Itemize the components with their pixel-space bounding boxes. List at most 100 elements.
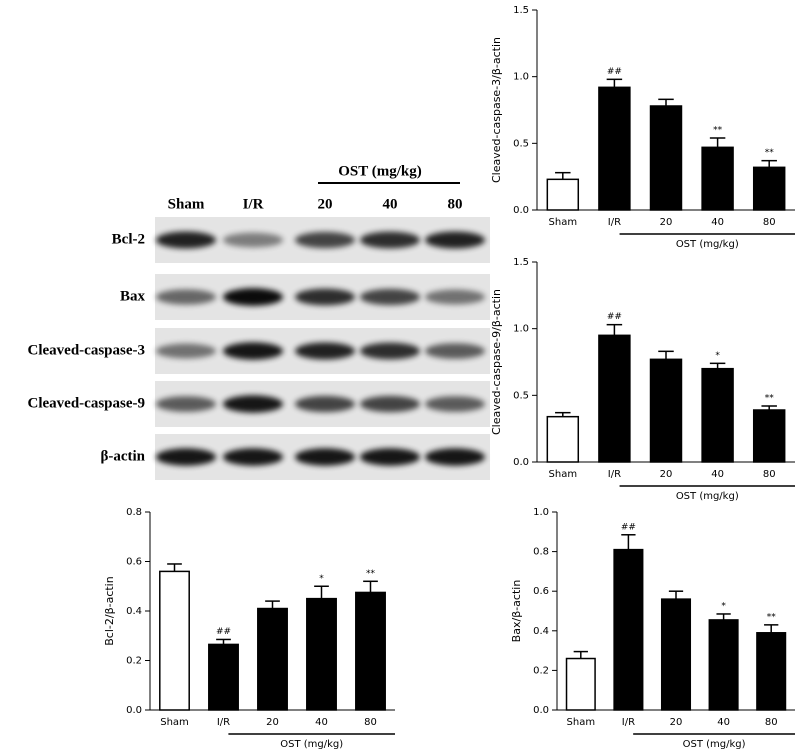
band <box>295 231 355 249</box>
significance-mark: ** <box>765 394 775 404</box>
bar <box>257 607 288 711</box>
y-axis-label: Cleaved-caspase-3/β-actin <box>490 37 503 183</box>
lane-label: 40 <box>383 196 398 212</box>
bar <box>306 597 337 711</box>
band <box>156 396 216 412</box>
y-axis-label: Bax/β-actin <box>510 580 523 643</box>
bar-chart: 0.0 0.5 1.0 1.5 Cleaved-caspase-3/β-actin Sha… <box>490 5 795 250</box>
significance-mark: ** <box>765 148 775 158</box>
x-tick-label: I/R <box>608 469 621 480</box>
western-blot: OST (mg/kg) Sham I/R 20 40 80 Bcl-2 Bax Cleaved… <box>28 163 490 480</box>
band <box>223 395 283 413</box>
band <box>360 342 420 360</box>
x-tick-label: 40 <box>315 717 328 728</box>
bar <box>159 570 190 711</box>
bar <box>649 105 683 211</box>
row-label: Cleaved-caspase-3 <box>28 342 145 358</box>
y-tick-label: 1.0 <box>513 72 529 83</box>
bar <box>660 598 692 711</box>
band <box>425 343 485 359</box>
bar <box>701 367 734 463</box>
bar-chart: 0.0 0.2 0.4 0.6 0.8 1.0 Bax/β-actin Sham ## I/R 20… <box>510 507 795 750</box>
group-label: OST (mg/kg) <box>280 739 343 750</box>
significance-mark: * <box>715 351 720 361</box>
y-tick-label: 0.0 <box>533 705 549 716</box>
significance-mark: ## <box>607 312 622 322</box>
y-tick-label: 0.6 <box>533 586 549 597</box>
lane-label: 20 <box>318 196 333 212</box>
x-tick-label: Sham <box>549 217 578 228</box>
bar <box>613 548 644 711</box>
bar <box>546 415 580 463</box>
y-tick-label: 1.5 <box>513 257 529 268</box>
band <box>425 289 485 305</box>
bar <box>208 643 239 711</box>
x-tick-label: 80 <box>763 217 776 228</box>
band <box>223 342 283 360</box>
x-tick-label: 80 <box>763 469 776 480</box>
band <box>156 448 216 466</box>
blot-group-label: OST (mg/kg) <box>338 163 422 179</box>
significance-mark: ** <box>366 569 376 579</box>
band <box>360 448 420 466</box>
y-tick-label: 1.0 <box>513 324 529 335</box>
x-tick-label: Sham <box>567 717 596 728</box>
y-tick-label: 0.2 <box>533 665 549 676</box>
y-tick-label: 1.5 <box>513 5 529 16</box>
row-label: Bcl-2 <box>112 231 145 247</box>
bar <box>546 178 580 211</box>
group-label: OST (mg/kg) <box>676 491 739 502</box>
x-tick-label: 20 <box>660 217 673 228</box>
lane-label: I/R <box>243 196 264 212</box>
bar <box>649 358 683 463</box>
x-tick-label: I/R <box>217 717 230 728</box>
significance-mark: ## <box>216 627 231 637</box>
band <box>360 395 420 413</box>
band <box>295 342 355 360</box>
y-tick-label: 0.4 <box>126 606 142 617</box>
row-label: Bax <box>120 288 146 304</box>
x-tick-label: Sham <box>549 469 578 480</box>
band <box>425 448 485 466</box>
x-tick-label: Sham <box>160 717 189 728</box>
group-label: OST (mg/kg) <box>683 739 746 750</box>
bar <box>355 591 386 711</box>
x-tick-label: 80 <box>765 717 778 728</box>
row-label: Cleaved-caspase-9 <box>28 395 145 411</box>
x-tick-label: 20 <box>660 469 673 480</box>
significance-mark: * <box>319 574 324 584</box>
x-tick-label: I/R <box>608 217 621 228</box>
band <box>360 288 420 306</box>
band <box>360 231 420 249</box>
y-tick-label: 0.0 <box>513 205 529 216</box>
x-tick-label: 80 <box>364 717 377 728</box>
bar-chart: 0.0 0.2 0.4 0.6 0.8 Bcl-2/β-actin Sham ## I/R 20 *… <box>103 507 395 750</box>
y-tick-label: 0.0 <box>513 457 529 468</box>
significance-mark: ## <box>621 522 636 532</box>
significance-mark: ** <box>713 126 723 136</box>
y-tick-label: 0.6 <box>126 557 142 568</box>
y-tick-label: 0.5 <box>513 138 529 149</box>
significance-mark: ## <box>607 67 622 77</box>
group-label: OST (mg/kg) <box>676 239 739 250</box>
band <box>425 396 485 412</box>
y-tick-label: 0.0 <box>126 705 142 716</box>
bar <box>598 86 631 211</box>
band <box>223 288 283 306</box>
x-tick-label: 40 <box>711 469 724 480</box>
y-tick-label: 0.8 <box>126 507 142 518</box>
band <box>295 395 355 413</box>
significance-mark: ** <box>767 612 777 622</box>
lane-label: 80 <box>448 196 463 212</box>
band <box>223 232 283 248</box>
lane-label: Sham <box>168 196 205 212</box>
bar <box>565 657 596 711</box>
bar <box>752 166 786 211</box>
y-tick-label: 0.2 <box>126 656 142 667</box>
y-axis-label: Bcl-2/β-actin <box>103 576 116 645</box>
band <box>223 448 283 466</box>
significance-mark: * <box>721 601 726 611</box>
band <box>295 448 355 466</box>
bar-chart: 0.0 0.5 1.0 1.5 Cleaved-caspase-9/β-actin Sha… <box>490 257 795 502</box>
